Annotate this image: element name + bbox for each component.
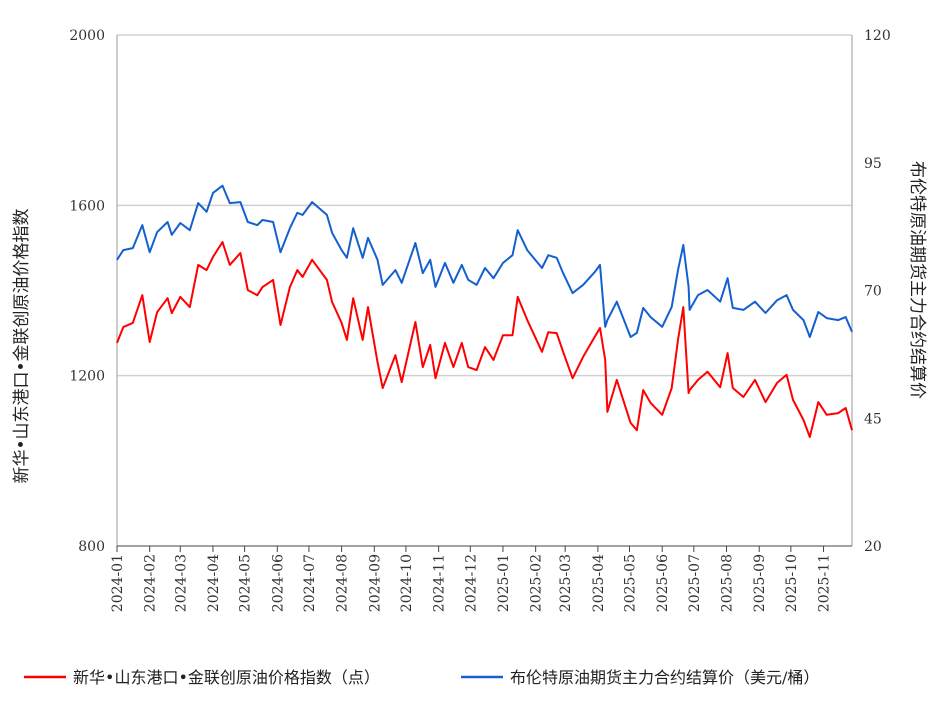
x-tick-label: 2024-01 — [110, 554, 126, 612]
series-line-index — [116, 241, 853, 438]
left-axis-title: 新华•山东港口•金联创原油价格指数 — [12, 208, 32, 483]
x-tick-label: 2024-03 — [173, 554, 189, 612]
axis-ticks: 800 1200 1600 2000 20 45 70 95 120 2024-01 2024-02… — [69, 28, 890, 612]
series-lines — [116, 184, 853, 438]
x-tick-label: 2025-11 — [817, 554, 833, 612]
legend-label-brent: 布伦特原油期货主力合约结算价（美元/桶） — [510, 668, 819, 687]
x-tick-label: 2024-06 — [270, 554, 286, 612]
left-tick-label: 2000 — [69, 28, 105, 44]
left-tick-label: 800 — [78, 539, 105, 555]
right-tick-label: 70 — [864, 284, 882, 300]
x-tick-label: 2025-06 — [655, 554, 671, 612]
x-tick-label: 2025-02 — [529, 554, 545, 612]
x-tick-label: 2025-03 — [558, 554, 574, 612]
left-tick-label: 1200 — [69, 369, 105, 385]
x-tick-label: 2025-05 — [623, 554, 639, 612]
x-tick-label: 2025-09 — [752, 554, 768, 612]
x-tick-label: 2024-10 — [399, 554, 415, 612]
right-tick-label: 20 — [864, 539, 882, 555]
x-tick-label: 2025-08 — [720, 554, 736, 612]
x-tick-label: 2025-10 — [784, 554, 800, 612]
x-tick-label: 2024-07 — [302, 554, 318, 612]
legend-label-index: 新华•山东港口•金联创原油价格指数（点） — [73, 668, 380, 687]
x-tick-label: 2024-08 — [335, 554, 351, 612]
series-line-brent — [116, 184, 853, 338]
gridlines — [117, 34, 852, 377]
right-tick-label: 45 — [864, 411, 882, 427]
legend: 新华•山东港口•金联创原油价格指数（点） 布伦特原油期货主力合约结算价（美元/桶… — [24, 668, 819, 687]
right-tick-label: 95 — [864, 156, 882, 172]
left-tick-label: 1600 — [69, 198, 105, 214]
x-tick-label: 2024-02 — [143, 554, 159, 612]
x-tick-label: 2025-01 — [496, 554, 512, 612]
x-tick-label: 2024-12 — [463, 554, 479, 612]
x-tick-label: 2025-07 — [687, 554, 703, 612]
right-tick-label: 120 — [864, 28, 891, 44]
x-tick-label: 2024-05 — [238, 554, 254, 612]
x-tick-label: 2024-11 — [432, 554, 448, 612]
right-axis-title: 布伦特原油期货主力合约结算价 — [907, 161, 927, 399]
x-tick-label: 2024-09 — [367, 554, 383, 612]
x-tick-label: 2024-04 — [206, 554, 222, 612]
x-tick-label: 2025-04 — [591, 554, 607, 612]
